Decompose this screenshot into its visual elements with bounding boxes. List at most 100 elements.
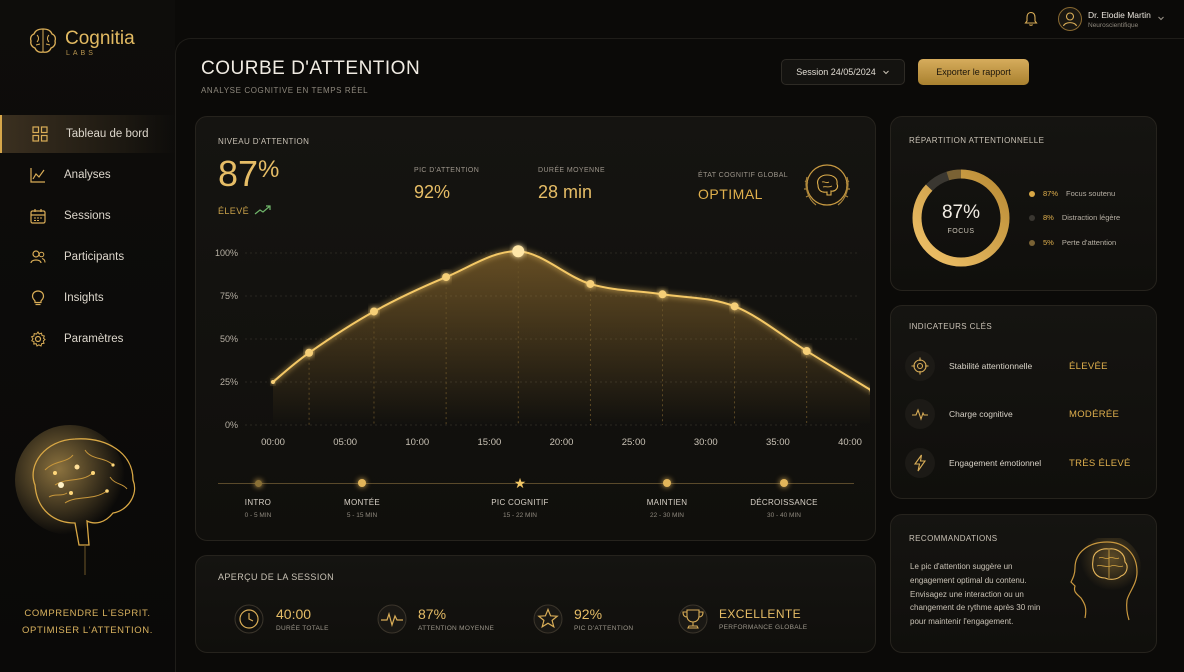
stat-duration: 40:00 DURÉE TOTALE — [233, 603, 329, 635]
attention-chart: 100% 75% 50% 25% 0% 00:00 05:00 10:00 15:00 20:00… — [215, 245, 870, 448]
data-point[interactable] — [369, 307, 378, 316]
stat-label: PIC D'ATTENTION — [574, 625, 634, 632]
indicator-label: Stabilité attentionnelle — [949, 361, 1033, 371]
data-point[interactable] — [442, 273, 451, 282]
stat-label: DURÉE TOTALE — [276, 625, 329, 632]
attention-label: NIVEAU D'ATTENTION — [218, 137, 310, 146]
phase-star-icon[interactable]: ★ — [513, 475, 527, 491]
distribution-title: RÉPARTITION ATTENTIONNELLE — [909, 136, 1045, 145]
data-point[interactable] — [802, 347, 811, 356]
nav-label: Paramètres — [64, 333, 124, 345]
indicator-row: Engagement émotionnel TRÈS ÉLEVÉ — [905, 443, 1145, 483]
donut-center-label: FOCUS — [947, 228, 975, 235]
chart-line — [272, 250, 870, 391]
brain-badge-icon — [804, 164, 850, 206]
nav-item-parametres[interactable]: Paramètres — [0, 320, 175, 358]
users-icon — [30, 250, 46, 264]
bolt-icon — [905, 448, 935, 478]
stat-attention: 87% ATTENTION MOYENNE — [376, 603, 494, 635]
data-point[interactable] — [271, 380, 275, 384]
export-report-button[interactable]: Exporter le rapport — [918, 59, 1029, 85]
distribution-card — [890, 116, 1157, 291]
nav-item-analyses[interactable]: Analyses — [0, 156, 175, 194]
recommendation-line: changement de rythme après 30 min — [910, 603, 1041, 613]
indicators-title: INDICATEURS CLÉS — [909, 322, 993, 331]
session-select[interactable]: Session 24/05/2024 — [781, 59, 905, 85]
phase-timeline — [218, 483, 854, 484]
overview-title: APERÇU DE LA SESSION — [218, 572, 335, 582]
legend-item: 87% Focus soutenu — [1029, 189, 1115, 198]
phase-marker[interactable] — [780, 479, 788, 487]
user-name[interactable]: Dr. Elodie Martin — [1088, 10, 1151, 20]
legend-label: Focus soutenu — [1066, 189, 1116, 198]
page-subtitle: ANALYSE COGNITIVE EN TEMPS RÉEL — [201, 86, 369, 95]
indicator-value: TRÈS ÉLEVÉ — [1069, 457, 1131, 469]
legend-dot — [1029, 214, 1035, 221]
main-panel — [175, 38, 1184, 672]
brain-logo-icon — [29, 28, 57, 53]
avatar[interactable] — [1058, 7, 1082, 31]
phase-range: 22 - 30 MIN — [650, 512, 684, 519]
donut-segment — [912, 169, 1010, 267]
nav-label: Insights — [64, 292, 104, 304]
state-value: OPTIMAL — [698, 186, 763, 202]
y-tick-label: 25% — [220, 377, 238, 387]
chevron-down-icon[interactable] — [1157, 14, 1165, 22]
data-point[interactable] — [305, 348, 314, 357]
data-point[interactable] — [586, 279, 595, 288]
nav-item-insights[interactable]: Insights — [0, 279, 175, 317]
indicator-label: Charge cognitive — [949, 409, 1013, 419]
peak-point[interactable] — [512, 245, 525, 258]
sidebar: Cognitia LABS Tableau de bord Analyses S… — [0, 0, 175, 672]
session-select-label: Session 24/05/2024 — [796, 67, 876, 77]
nav-item-participants[interactable]: Participants — [0, 238, 175, 276]
peak-value: 92% — [414, 182, 451, 202]
nav-item-sessions[interactable]: Sessions — [0, 197, 175, 235]
trend-up-icon — [254, 205, 271, 215]
indicator-value: MODÉRÉE — [1069, 408, 1120, 420]
x-tick-label: 30:00 — [694, 437, 718, 448]
target-icon — [905, 351, 935, 381]
legend-pct: 87% — [1043, 189, 1059, 198]
stat-value: 92% — [574, 606, 603, 622]
donut-center-value: 87% — [941, 202, 981, 223]
legend-label: Perte d'attention — [1061, 238, 1117, 247]
overview-card — [195, 555, 876, 653]
phase-name: DÉCROISSANCE — [750, 498, 818, 507]
indicator-value: ÉLEVÉE — [1069, 360, 1108, 372]
lightbulb-icon — [31, 290, 45, 306]
x-tick-label: 05:00 — [333, 437, 357, 448]
recommendation-line: Envisagez une interaction ou un — [910, 589, 1024, 599]
phase-range: 5 - 15 MIN — [346, 512, 378, 519]
y-tick-label: 100% — [215, 248, 238, 258]
recommendations-title: RECOMMANDATIONS — [909, 534, 998, 543]
indicator-row: Charge cognitive MODÉRÉE — [905, 394, 1145, 434]
stat-peak: 92% PIC D'ATTENTION — [532, 603, 633, 635]
page-title: COURBE D'ATTENTION — [201, 58, 421, 79]
phase-marker[interactable] — [663, 479, 671, 487]
x-tick-label: 10:00 — [405, 437, 429, 448]
brand-sub: LABS — [66, 50, 96, 57]
stat-value: 87% — [418, 606, 447, 622]
pulse-icon — [905, 399, 935, 429]
chevron-down-icon — [882, 70, 889, 75]
legend-dot — [1029, 190, 1035, 197]
nav-label: Sessions — [64, 210, 111, 222]
x-tick-label: 00:00 — [261, 437, 285, 448]
nav-label: Tableau de bord — [66, 128, 149, 140]
recommendations-text: Le pic d'attention suggère un engagement… — [910, 560, 1040, 629]
clock-icon — [234, 604, 264, 634]
phase-marker[interactable] — [254, 479, 262, 487]
nav-item-dashboard[interactable]: Tableau de bord — [0, 115, 175, 153]
stat-value: EXCELLENTE — [719, 607, 802, 621]
data-point[interactable] — [730, 302, 739, 311]
phase-marker[interactable] — [358, 479, 366, 487]
y-tick-label: 50% — [220, 334, 238, 344]
x-tick-label: 25:00 — [622, 437, 646, 448]
y-tick-label: 0% — [225, 420, 238, 430]
stat-label: PERFORMANCE GLOBALE — [719, 624, 808, 631]
data-point[interactable] — [658, 290, 667, 299]
bell-icon[interactable] — [1023, 11, 1039, 27]
stat-performance: EXCELLENTE PERFORMANCE GLOBALE — [677, 603, 807, 635]
avg-duration-label: DURÉE MOYENNE — [538, 167, 606, 174]
